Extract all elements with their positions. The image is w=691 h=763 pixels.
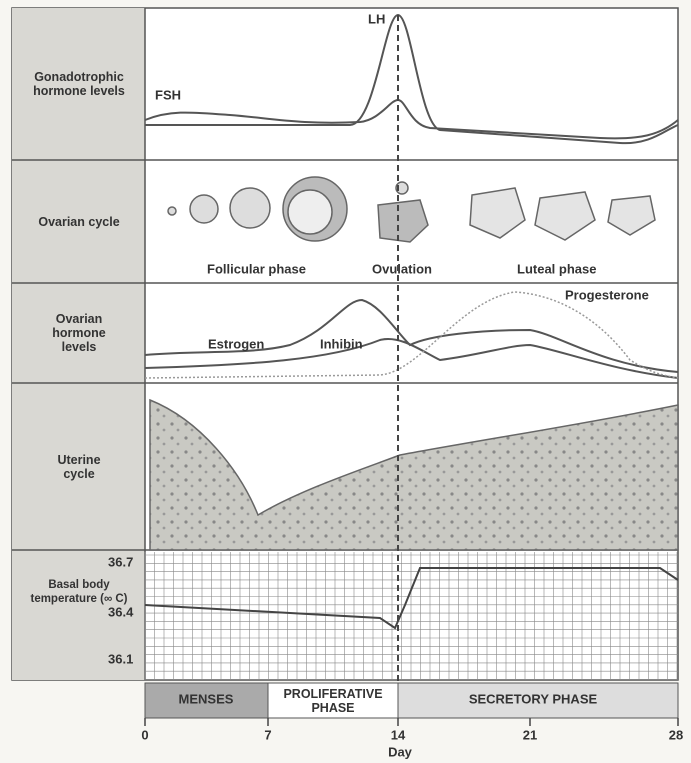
day-tick: 7 — [264, 727, 271, 742]
estrogen-curve — [144, 298, 679, 373]
temperature-tick: 36.4 — [108, 604, 134, 619]
fsh-label: FSH — [155, 87, 181, 102]
menses-box — [144, 682, 269, 719]
phase-label-box: PROLIFERATIVE PHASE — [283, 687, 383, 715]
day-tick: 14 — [391, 727, 406, 742]
estrogen-label: Estrogen — [208, 336, 264, 351]
inhibin-curve — [144, 338, 679, 379]
panel-label: Gonadotrophic hormone levels — [33, 70, 125, 98]
follicles — [167, 176, 656, 243]
temperature-tick: 36.1 — [108, 651, 133, 666]
phase-label: SECRETORY PHASE — [469, 691, 598, 706]
progesterone-label: Progesterone — [565, 287, 649, 302]
secretory-box — [397, 682, 679, 719]
luteal-label: Luteal phase — [517, 261, 596, 276]
panel-label: Ovarian hormone levels — [52, 312, 106, 354]
temperature-tick: 36.7 — [108, 554, 133, 569]
follicular-label: Follicular phase — [207, 261, 306, 276]
panel-label: Uterine cycle — [57, 452, 101, 481]
panel-label: Basal body temperature (∞ C) — [30, 579, 128, 605]
phase-label: MENSES — [179, 691, 234, 706]
panel-label: Ovarian cycle — [38, 214, 120, 229]
endometrium — [149, 398, 679, 551]
lh-label: LH — [368, 11, 385, 26]
x-axis-label: Day — [388, 744, 413, 759]
day-tick: 28 — [669, 727, 683, 742]
label-column — [12, 8, 145, 680]
temperature-curve — [144, 567, 679, 630]
day-tick: 21 — [523, 727, 537, 742]
lh-curve — [145, 13, 679, 145]
proliferative-box — [267, 682, 399, 719]
day-ticks — [144, 718, 679, 726]
phase-label: PROLIFERATIVE PHASE — [283, 687, 383, 715]
day-tick: 0 — [141, 727, 148, 742]
ovulation-label: Ovulation — [372, 261, 432, 276]
fsh-curve — [144, 98, 679, 140]
temperature-grid — [144, 552, 678, 680]
inhibin-label: Inhibin — [320, 336, 363, 351]
